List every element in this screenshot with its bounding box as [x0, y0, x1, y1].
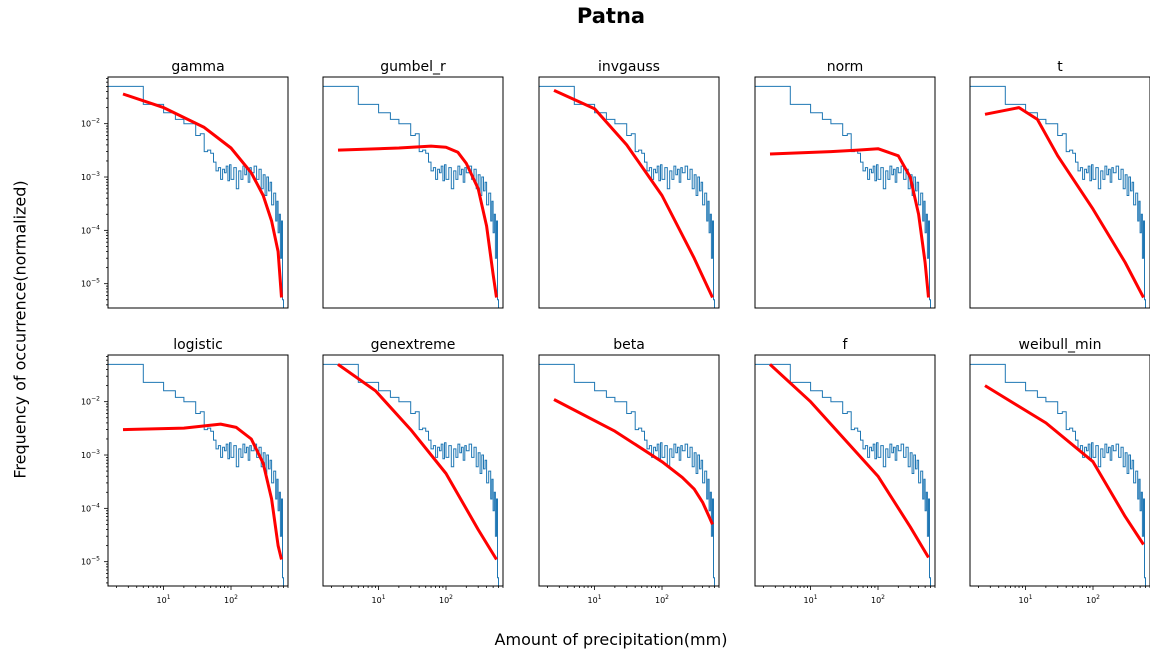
subplot-t: t — [969, 59, 1150, 309]
fit-curve-gumbel_r — [337, 144, 498, 298]
histogram-weibull_min — [970, 363, 1146, 586]
plot-frame — [754, 354, 936, 587]
subplot-title: gamma — [171, 59, 224, 75]
y-tick-label: 10−5 — [81, 278, 100, 289]
y-tick-label: 10−2 — [81, 118, 100, 129]
subplot-invgauss: invgauss — [538, 59, 720, 309]
plot-frame — [107, 76, 289, 309]
subplot-title: beta — [613, 337, 645, 353]
fit-curve-gamma — [122, 92, 283, 298]
histogram-t — [970, 85, 1146, 308]
plot-frame — [969, 76, 1150, 309]
fit-curve-genextreme — [337, 363, 498, 561]
subplot-gamma: gamma 10−2 10−3 10−4 10−5 — [81, 59, 289, 309]
x-axis-label: Amount of precipitation(mm) — [494, 630, 728, 649]
subplot-title: f — [843, 337, 849, 353]
fit-curve-beta — [553, 398, 714, 525]
subplot-title: norm — [827, 59, 864, 75]
subplot-norm: norm — [754, 59, 936, 309]
subplot-title: gumbel_r — [380, 59, 446, 75]
x-tick-label: 102 — [655, 594, 669, 605]
x-tick-label: 102 — [1086, 594, 1100, 605]
y-tick-label: 10−5 — [81, 556, 100, 567]
subplot-gumbel_r: gumbel_r — [322, 59, 504, 309]
x-tick-label: 102 — [871, 594, 885, 605]
histogram-f — [755, 363, 931, 586]
plot-frame — [322, 354, 504, 587]
subplot-f: f 101 102 — [754, 337, 936, 605]
subplot-genextreme: genextreme 101 102 — [322, 337, 504, 605]
plot-frame — [969, 354, 1150, 587]
histogram-beta — [539, 363, 715, 586]
fit-curve-logistic — [122, 422, 283, 560]
plot-frame — [538, 354, 720, 587]
y-tick-label: 10−3 — [81, 449, 100, 460]
fit-curve-weibull_min — [984, 384, 1145, 546]
y-axis-label: Frequency of occurrence(normalized) — [10, 180, 30, 479]
fit-curve-t — [984, 106, 1145, 299]
fit-curve-invgauss — [553, 89, 714, 299]
histogram-norm — [755, 85, 931, 308]
histogram-invgauss — [539, 85, 715, 308]
histogram-gamma — [108, 85, 284, 308]
fit-curve-f — [768, 363, 930, 559]
plot-frame — [754, 76, 936, 309]
plot-frame — [538, 76, 720, 309]
histogram-gumbel_r — [323, 85, 499, 308]
subplot-weibull_min: weibull_min 101 102 — [969, 337, 1150, 605]
x-tick-label: 102 — [439, 594, 453, 605]
figure-title: Patna — [576, 4, 646, 28]
x-tick-label: 102 — [224, 594, 238, 605]
histogram-logistic — [108, 363, 284, 586]
x-tick-label: 101 — [588, 594, 602, 605]
subplot-title: logistic — [173, 337, 223, 353]
x-tick-label: 101 — [804, 594, 818, 605]
y-tick-label: 10−3 — [81, 171, 100, 182]
plot-frame — [107, 354, 289, 587]
subplot-title: invgauss — [598, 59, 660, 75]
plot-frame — [322, 76, 504, 309]
y-tick-label: 10−4 — [81, 224, 100, 235]
y-tick-label: 10−4 — [81, 502, 100, 513]
subplot-title: genextreme — [371, 337, 456, 353]
subplot-logistic: logistic 10−2 10−3 10−4 10−5 101 102 — [81, 337, 289, 605]
x-tick-label: 101 — [157, 594, 171, 605]
fit-curve-norm — [769, 147, 930, 298]
subplot-beta: beta 101 102 — [538, 337, 720, 605]
subplot-title: weibull_min — [1019, 337, 1102, 353]
x-tick-label: 101 — [1019, 594, 1033, 605]
histogram-genextreme — [323, 363, 499, 586]
x-tick-label: 101 — [372, 594, 386, 605]
subplot-title: t — [1057, 59, 1063, 75]
y-tick-label: 10−2 — [81, 396, 100, 407]
